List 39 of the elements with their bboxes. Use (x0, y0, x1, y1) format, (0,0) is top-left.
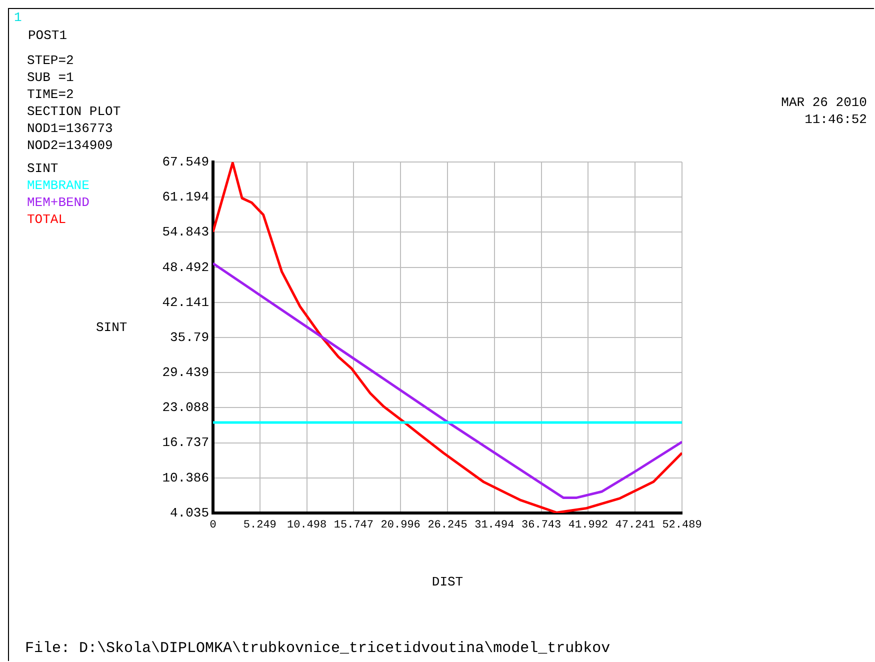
x-tick-label: 41.992 (568, 519, 608, 532)
text: NOD2=134909 (27, 137, 113, 154)
x-tick-label: 5.249 (243, 519, 276, 532)
y-tick-label: 67.549 (162, 154, 209, 170)
x-tick-label: 47.241 (615, 519, 656, 532)
text: MAR 26 2010 (781, 94, 867, 111)
x-axis-title: DIST (432, 574, 464, 590)
y-tick-label: 48.492 (162, 260, 209, 275)
text: File: D:\Skola\DIPLOMKA\trubkovnice_tricetidvoutina\model_trubkov (25, 640, 610, 657)
x-tick-label: 20.996 (380, 519, 420, 532)
x-tick-label: 52.489 (662, 519, 702, 532)
text: 11:46:52 (804, 111, 867, 128)
text: STEP=2 (27, 52, 74, 69)
text: MEM+BEND (27, 194, 90, 211)
text: MEMBRANE (27, 177, 90, 194)
text: TIME=2 (27, 86, 74, 103)
y-tick-label: 10.386 (162, 470, 209, 486)
y-tick-label: 16.737 (162, 435, 209, 450)
y-tick-label: 61.194 (162, 190, 210, 205)
y-tick-label: 54.843 (162, 224, 209, 240)
text: TOTAL (27, 211, 68, 228)
x-tick-label: 31.494 (474, 519, 515, 532)
y-tick-label: 4.035 (170, 505, 209, 520)
y-tick-label: 42.141 (162, 294, 210, 310)
x-tick-label: 0 (210, 519, 216, 532)
text: NOD1=136773 (27, 120, 113, 137)
text: POST1 (28, 27, 68, 44)
legend-title: SINT (27, 160, 60, 177)
y-axis-title: SINT (96, 319, 128, 336)
text: 1 (14, 9, 22, 26)
x-tick-label: 26.245 (428, 519, 468, 532)
y-tick-label: 29.439 (162, 365, 209, 380)
y-tick-label: 23.088 (162, 400, 209, 416)
text: SUB =1 (27, 69, 74, 86)
x-tick-label: 15.747 (334, 519, 374, 532)
y-tick-label: 35.79 (170, 330, 209, 345)
text: SECTION PLOT (27, 103, 121, 120)
x-tick-label: 10.498 (286, 519, 327, 532)
x-tick-label: 36.743 (522, 519, 562, 532)
